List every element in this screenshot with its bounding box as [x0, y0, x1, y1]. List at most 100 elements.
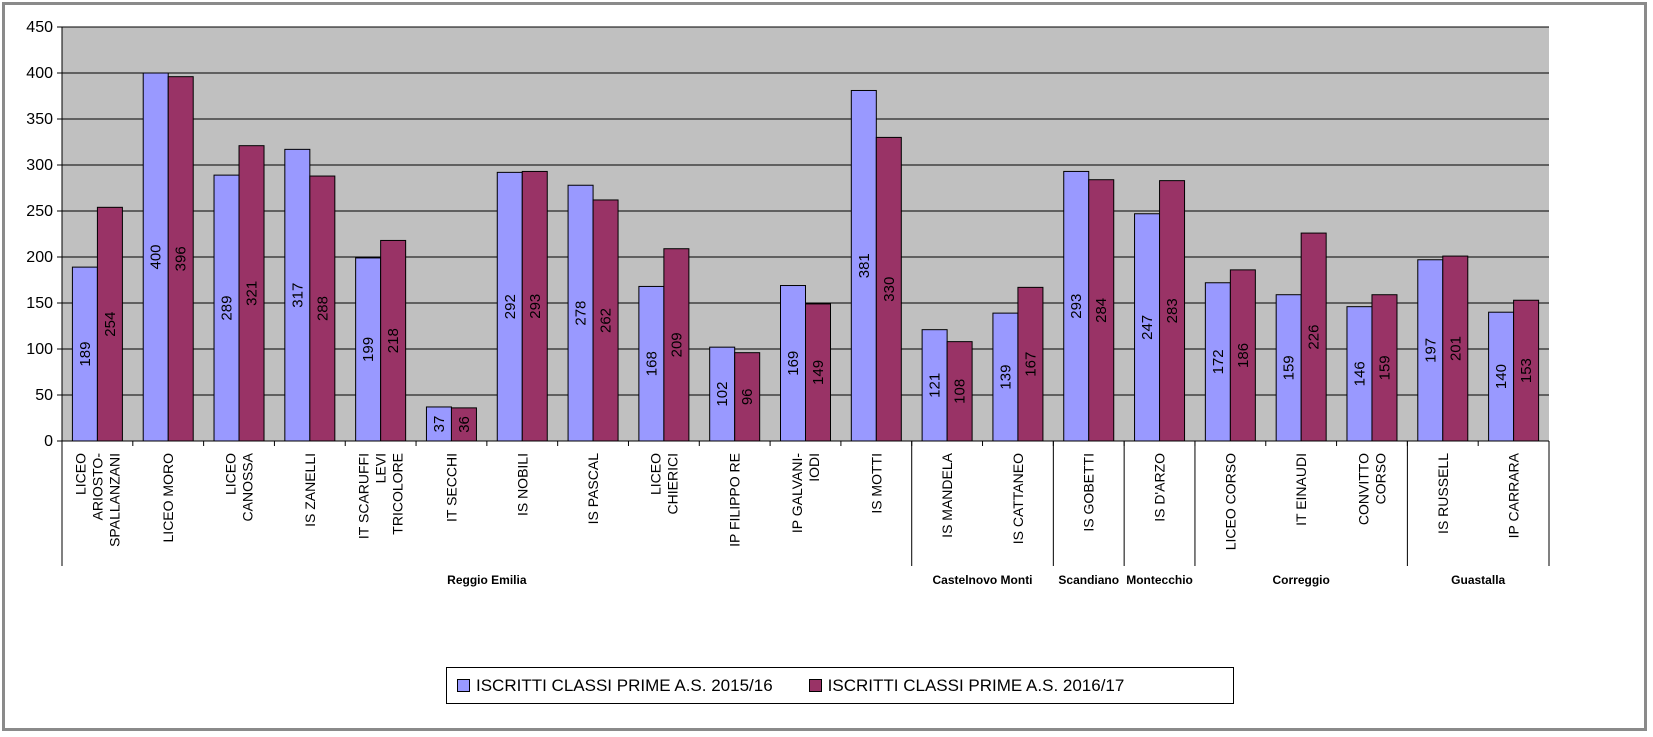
- data-label: 218: [385, 328, 402, 353]
- group-label: Castelnovo Monti: [933, 573, 1033, 587]
- bar: [380, 239, 407, 442]
- bar: [496, 171, 523, 442]
- x-category-label: IT SECCHI: [443, 453, 459, 522]
- bar: [309, 175, 336, 442]
- bar: [213, 174, 240, 442]
- bar: [1017, 286, 1044, 442]
- bar: [734, 352, 761, 442]
- x-category-label: CORSO: [1372, 453, 1388, 504]
- data-label: 321: [244, 281, 261, 306]
- legend-swatch-2016-17: [808, 679, 822, 692]
- bar: [709, 346, 736, 442]
- data-label: 167: [1022, 352, 1039, 377]
- bar: [1063, 170, 1090, 442]
- data-label: 209: [668, 332, 685, 357]
- data-label: 139: [997, 365, 1014, 390]
- x-category-label: LICEO: [647, 453, 663, 495]
- x-category-label: ARIOSTO-: [89, 453, 105, 521]
- bar: [167, 76, 194, 442]
- legend-item-2016-17: ISCRITTI CLASSI PRIME A.S. 2016/17: [808, 675, 1125, 696]
- x-category-label: LICEO CORSO: [1222, 453, 1238, 550]
- x-category-label: IS GOBETTI: [1081, 453, 1097, 532]
- bar: [1088, 179, 1115, 442]
- data-label: 400: [148, 244, 165, 269]
- group-label: Correggio: [1272, 573, 1329, 587]
- legend-item-2015-16: ISCRITTI CLASSI PRIME A.S. 2015/16: [457, 676, 773, 696]
- y-tick-label: 100: [26, 341, 53, 358]
- data-label: 289: [219, 296, 236, 321]
- x-category-label: IS CATTANEO: [1010, 453, 1026, 544]
- data-label: 168: [643, 351, 660, 376]
- bar: [355, 257, 382, 442]
- x-category-label: CANOSSA: [240, 452, 256, 521]
- legend-label-2016-17: ISCRITTI CLASSI PRIME A.S. 2016/17: [827, 675, 1125, 695]
- bar: [946, 341, 973, 442]
- bar: [850, 89, 877, 442]
- data-label: 153: [1518, 358, 1535, 383]
- y-tick-label: 50: [35, 387, 53, 404]
- bar: [1134, 213, 1161, 442]
- data-label: 278: [573, 301, 590, 326]
- legend-swatch-2015-16: [457, 679, 470, 692]
- bar: [96, 206, 123, 442]
- y-tick-label: 0: [44, 433, 53, 450]
- bar: [1159, 180, 1186, 442]
- data-label: 189: [77, 342, 94, 367]
- data-label: 262: [598, 308, 615, 333]
- x-category-label: IS ZANELLI: [302, 453, 318, 527]
- legend: ISCRITTI CLASSI PRIME A.S. 2015/16 ISCRI…: [446, 667, 1234, 704]
- x-category-label: IS PASCAL: [585, 453, 601, 525]
- y-tick-label: 300: [26, 157, 53, 174]
- bar: [1442, 255, 1469, 442]
- data-label: 140: [1493, 364, 1510, 389]
- data-label: 284: [1093, 298, 1110, 323]
- y-tick-label: 400: [26, 65, 53, 82]
- data-label: 102: [714, 382, 731, 407]
- data-label: 396: [173, 246, 190, 271]
- data-label: 199: [360, 337, 377, 362]
- x-category-label: IS RUSSELL: [1435, 453, 1451, 534]
- x-category-label: CHIERICI: [664, 453, 680, 514]
- group-label: Guastalla: [1451, 573, 1505, 587]
- data-label: 247: [1139, 315, 1156, 340]
- bar: [1275, 294, 1302, 442]
- data-label: 37: [431, 416, 448, 433]
- bar: [71, 266, 98, 442]
- data-label: 146: [1351, 361, 1368, 386]
- group-label: Reggio Emilia: [447, 573, 527, 587]
- bar: [805, 303, 831, 442]
- bar: [425, 406, 452, 442]
- data-label: 36: [456, 416, 473, 433]
- data-label: 159: [1281, 355, 1298, 380]
- y-tick-label: 350: [26, 111, 53, 128]
- bar: [238, 145, 265, 442]
- bar: [592, 199, 619, 442]
- x-category-label: LICEO MORO: [160, 453, 176, 543]
- x-category-label: CONVITTO: [1355, 453, 1371, 525]
- x-category-label: IODI: [806, 453, 822, 482]
- legend-label-2015-16: ISCRITTI CLASSI PRIME A.S. 2015/16: [476, 675, 773, 695]
- data-label: 226: [1306, 325, 1323, 350]
- x-category-label: IS MANDELA: [939, 452, 955, 537]
- data-label: 283: [1164, 298, 1181, 323]
- y-tick-label: 150: [26, 295, 53, 312]
- x-category-label: IS MOTTI: [868, 453, 884, 514]
- bar: [875, 136, 902, 442]
- bar: [992, 312, 1019, 442]
- x-category-label: IT SCARUFFI: [356, 453, 372, 539]
- data-label: 293: [1068, 294, 1085, 319]
- y-tick-label: 450: [26, 19, 53, 36]
- data-label: 96: [739, 388, 756, 405]
- x-category-label: IS D'ARZO: [1152, 453, 1168, 522]
- x-category-label: IP GALVANI-: [789, 453, 805, 533]
- data-label: 292: [502, 294, 519, 319]
- data-label: 201: [1447, 336, 1464, 361]
- x-category-label: LICEO: [223, 453, 239, 495]
- bar: [663, 248, 690, 442]
- group-label: Scandiano: [1058, 573, 1119, 587]
- data-label: 149: [810, 360, 827, 385]
- data-label: 159: [1376, 355, 1393, 380]
- data-label: 186: [1235, 343, 1252, 368]
- data-label: 293: [527, 294, 544, 319]
- x-category-label: IP CARRARA: [1506, 452, 1522, 538]
